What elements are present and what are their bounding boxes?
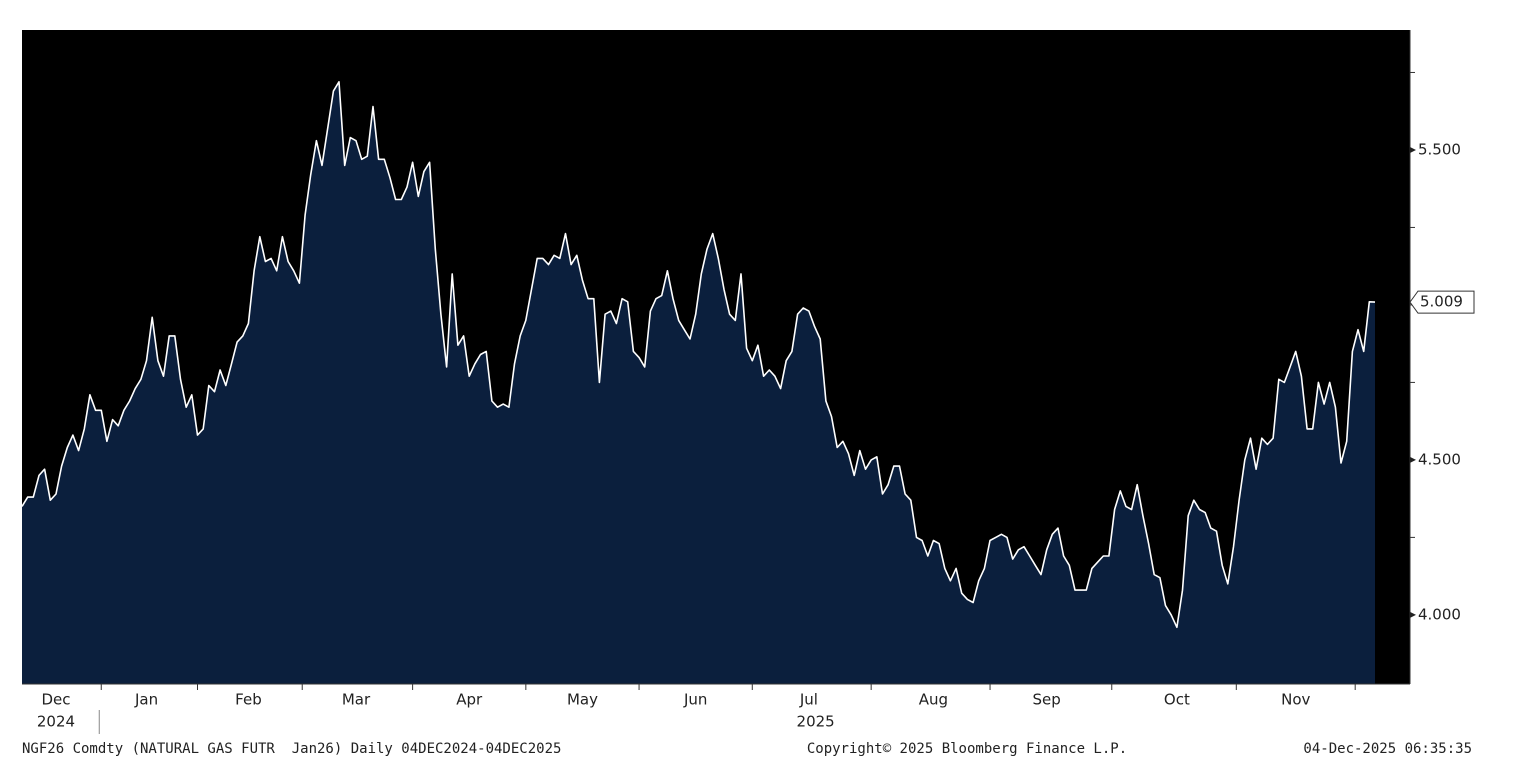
x-tick-label: Nov <box>1281 691 1310 709</box>
x-tick-label: Mar <box>342 691 371 709</box>
x-tick-label: Apr <box>456 691 483 709</box>
y-tick <box>1410 456 1416 463</box>
area-fill <box>22 81 1375 685</box>
y-tick-label: 4.500 <box>1418 450 1461 468</box>
x-tick-label: May <box>567 691 598 709</box>
footer-right: 04-Dec-2025 06:35:35 <box>1303 741 1472 757</box>
y-tick-label: 4.000 <box>1418 605 1461 623</box>
price-line <box>21 81 1376 629</box>
x-tick-label: Aug <box>919 691 948 709</box>
x-tick-label: Feb <box>235 691 262 709</box>
year-label: 2024 <box>37 713 75 731</box>
x-tick-label: Sep <box>1033 691 1061 709</box>
year-label: 2025 <box>797 713 835 731</box>
x-tick-label: Jun <box>683 691 707 709</box>
y-tick <box>1410 611 1416 618</box>
last-price-box <box>1409 290 1475 314</box>
last-price-label: 5.009 <box>1420 293 1463 311</box>
x-tick-label: Jul <box>799 691 818 709</box>
x-tick-label: Jan <box>134 691 158 709</box>
footer-center: Copyright© 2025 Bloomberg Finance L.P. <box>807 741 1127 757</box>
y-tick <box>1410 146 1416 153</box>
footer-left: NGF26 Comdty (NATURAL GAS FUTR Jan26) Da… <box>22 741 561 757</box>
x-tick-label: Dec <box>41 691 70 709</box>
x-tick-label: Oct <box>1164 691 1190 709</box>
y-tick-label: 5.500 <box>1418 140 1461 158</box>
